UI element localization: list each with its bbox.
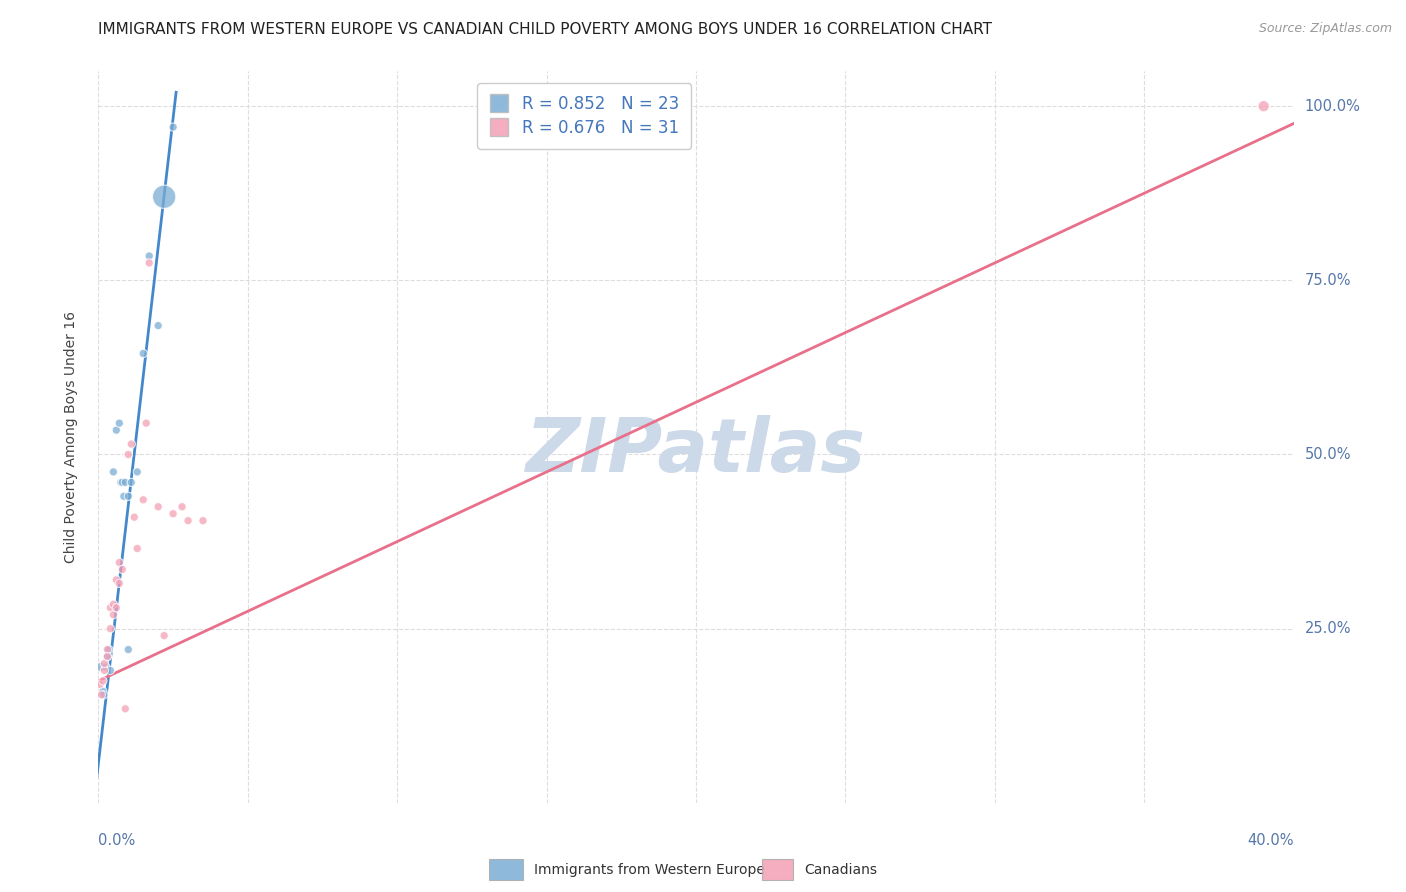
Text: 75.0%: 75.0% bbox=[1305, 273, 1351, 288]
Point bbox=[112, 489, 135, 503]
Point bbox=[1253, 99, 1275, 113]
Point bbox=[120, 437, 142, 451]
Point bbox=[177, 514, 200, 528]
Point bbox=[96, 649, 118, 664]
Y-axis label: Child Poverty Among Boys Under 16: Child Poverty Among Boys Under 16 bbox=[63, 311, 77, 563]
Point bbox=[89, 677, 111, 691]
Point bbox=[114, 475, 136, 490]
Point bbox=[91, 684, 114, 698]
Text: Canadians: Canadians bbox=[804, 863, 877, 877]
Point bbox=[108, 556, 131, 570]
Point bbox=[108, 416, 131, 430]
Point bbox=[90, 688, 112, 702]
Point bbox=[105, 423, 128, 437]
Point bbox=[132, 492, 155, 507]
Point bbox=[103, 597, 125, 611]
Point bbox=[108, 576, 131, 591]
Point bbox=[138, 256, 160, 270]
Point bbox=[162, 120, 184, 134]
Point bbox=[103, 465, 125, 479]
Point bbox=[111, 562, 134, 576]
Point bbox=[105, 573, 128, 587]
Point bbox=[148, 318, 170, 333]
Point bbox=[98, 622, 122, 636]
Text: 100.0%: 100.0% bbox=[1305, 99, 1361, 113]
Point bbox=[93, 664, 115, 678]
Point bbox=[105, 600, 128, 615]
Point bbox=[172, 500, 194, 514]
Point bbox=[124, 510, 146, 524]
Point bbox=[90, 660, 112, 674]
Point bbox=[138, 249, 160, 263]
Point bbox=[153, 629, 176, 643]
Point bbox=[98, 600, 122, 615]
Point bbox=[127, 465, 149, 479]
Point bbox=[153, 190, 176, 204]
Point bbox=[93, 688, 115, 702]
Legend: R = 0.852   N = 23, R = 0.676   N = 31: R = 0.852 N = 23, R = 0.676 N = 31 bbox=[477, 83, 692, 148]
Point bbox=[96, 642, 118, 657]
Point bbox=[111, 475, 134, 490]
Point bbox=[191, 514, 214, 528]
Text: 25.0%: 25.0% bbox=[1305, 621, 1351, 636]
Point bbox=[114, 702, 136, 716]
Point bbox=[98, 664, 122, 678]
Text: ZIPatlas: ZIPatlas bbox=[526, 415, 866, 488]
Point bbox=[97, 642, 120, 657]
Point bbox=[120, 475, 142, 490]
Point bbox=[117, 448, 139, 462]
Point bbox=[132, 346, 155, 360]
Text: 40.0%: 40.0% bbox=[1247, 833, 1294, 848]
Text: 0.0%: 0.0% bbox=[98, 833, 135, 848]
Point bbox=[94, 660, 117, 674]
Text: 50.0%: 50.0% bbox=[1305, 447, 1351, 462]
Point bbox=[117, 489, 139, 503]
Text: IMMIGRANTS FROM WESTERN EUROPE VS CANADIAN CHILD POVERTY AMONG BOYS UNDER 16 COR: IMMIGRANTS FROM WESTERN EUROPE VS CANADI… bbox=[98, 22, 993, 37]
Point bbox=[162, 507, 184, 521]
Point bbox=[117, 642, 139, 657]
Point bbox=[91, 673, 114, 688]
Point bbox=[96, 649, 118, 664]
Point bbox=[135, 416, 157, 430]
Point bbox=[93, 657, 115, 671]
Point bbox=[148, 500, 170, 514]
Point bbox=[127, 541, 149, 556]
Point bbox=[103, 607, 125, 622]
Point bbox=[110, 475, 132, 490]
Text: Source: ZipAtlas.com: Source: ZipAtlas.com bbox=[1258, 22, 1392, 36]
Text: Immigrants from Western Europe: Immigrants from Western Europe bbox=[534, 863, 765, 877]
